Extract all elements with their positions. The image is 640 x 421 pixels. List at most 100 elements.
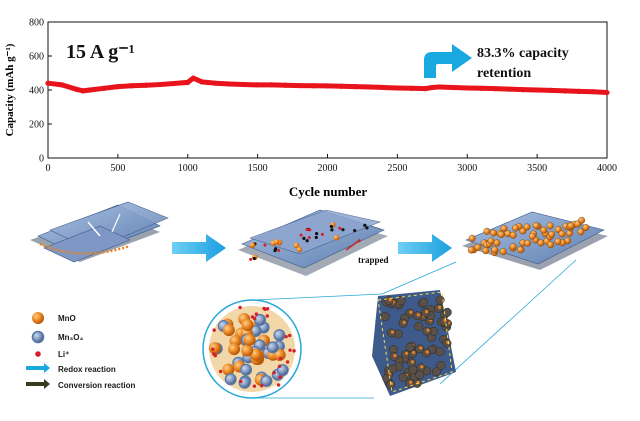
particle [341,228,345,232]
data-point [590,89,596,95]
zoom-line [439,259,577,385]
mno-core [390,330,395,334]
li-ion [277,364,282,369]
li-ion [308,228,312,232]
li-ion [211,347,215,351]
data-point [87,87,93,93]
y-tick-label: 200 [29,120,44,131]
data-point [492,86,498,92]
li-ion [238,305,242,310]
li-ion [278,375,282,379]
li-ion [250,315,255,319]
li-ion [288,348,292,352]
li-ion [239,379,243,384]
data-point [310,83,317,89]
trapped-label: trapped [358,255,389,265]
mno-particle [228,343,241,356]
data-point [408,85,414,91]
mno-particle [474,243,482,251]
process-arrow-1 [172,234,226,262]
data-point [324,83,331,89]
mno-particle [540,226,548,234]
mno-particle [546,222,554,230]
mno-particle [523,223,531,231]
composite-particle [396,296,406,306]
mno-particle [491,246,499,254]
data-point [282,82,289,88]
mno-core [410,360,415,364]
data-point [241,81,247,88]
sheets-pristine [30,201,169,263]
composite-particle [435,295,445,305]
data-point [548,87,554,93]
mno-particle [468,234,476,242]
mno-particle [222,363,235,376]
x-axis: 0 500 1000 1500 2000 2500 3000 3500 4000 [46,154,617,174]
data-point [115,84,121,90]
x-tick-label: 4000 [597,163,617,174]
data-point [143,82,149,88]
x-tick-label: 2500 [387,163,407,174]
data-point [80,88,86,94]
particle [353,228,357,233]
mno-particle [483,227,491,235]
data-point [199,79,205,85]
li-ion [320,232,324,236]
particle [252,256,256,261]
x-tick-label: 3000 [457,163,477,174]
mno-particle [577,228,585,236]
composite-particle [431,367,441,377]
data-point [394,85,400,91]
mn3o4-particle [273,329,286,342]
particle [329,224,334,229]
mno-particle [293,242,300,249]
mno-core [388,298,392,302]
li-ion [307,235,311,239]
data-point [269,82,275,88]
mno-particle [574,220,582,228]
redox-arrow-icon [26,363,50,373]
mno-particle [208,342,221,355]
particle [363,223,367,227]
mno-particle [489,229,497,237]
mno-particle [554,237,562,245]
y-axis: 0 200 400 600 800 [29,18,52,165]
particle [314,235,318,240]
composite-particle [415,370,425,380]
li-ion [338,226,342,230]
mno-core [393,354,397,358]
mno-particle [509,231,517,239]
mno-particle [249,242,256,249]
mn3o4-particle [240,363,253,376]
mno-particle [499,248,507,256]
y-tick-label: 0 [39,154,44,165]
data-point [464,85,470,91]
data-point [576,88,582,94]
data-point [366,84,373,90]
composite-particle [405,342,415,352]
mno-particle [509,243,517,251]
mn3o4-particle [266,341,279,354]
li-ion [249,257,253,261]
composite-particle [398,372,408,382]
process-arrow-2 [398,234,452,262]
data-point [296,82,303,89]
li-ion [284,334,288,339]
data-point [45,80,51,86]
li-ion [305,228,309,232]
mno-particle [222,324,235,337]
li-ion [285,360,290,364]
rate-label: 15 A g⁻¹ [66,41,135,63]
mno-particle [517,246,525,254]
li-ion [213,353,218,358]
mn3o4-particle [224,373,237,386]
particle [273,248,277,253]
data-point [213,80,219,86]
li-ion [278,356,283,361]
data-point [520,87,526,93]
li-ion [288,333,292,338]
mno-core [412,350,416,355]
mno-particle [241,319,254,332]
legend-label-redox: Redox reaction [58,365,116,374]
